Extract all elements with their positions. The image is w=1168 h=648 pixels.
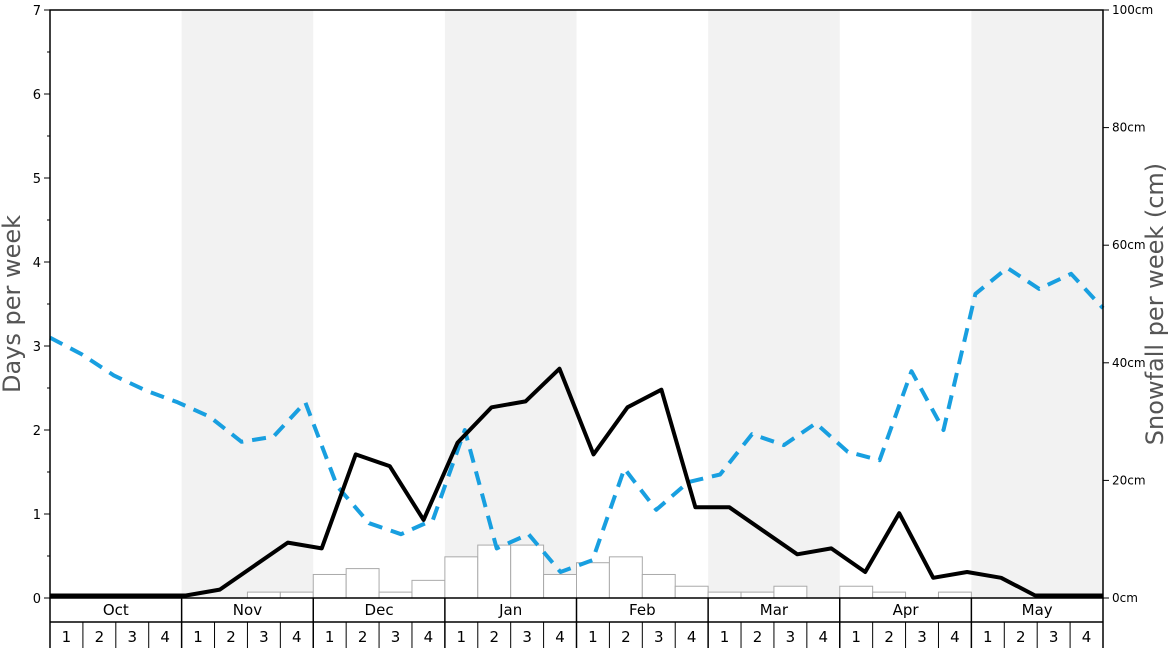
dashed-series-line	[49, 265, 1105, 574]
week-label: 2	[95, 628, 105, 646]
left-tick-label: 1	[33, 508, 41, 523]
left-tick-label: 5	[33, 172, 41, 187]
snowfall-bar	[444, 556, 479, 599]
snowfall-bar	[543, 573, 577, 599]
month-label: May	[1022, 601, 1053, 619]
right-tick-label: 20cm	[1112, 473, 1146, 487]
week-label: 4	[1082, 628, 1092, 646]
week-label: 4	[424, 628, 434, 646]
snowfall-bar	[641, 573, 676, 599]
month-label: Apr	[893, 601, 920, 619]
snowfall-bar	[707, 591, 742, 599]
week-label: 4	[292, 628, 302, 646]
month-label: Nov	[233, 601, 262, 619]
right-axis: 0cm 20cm 40cm 60cm 80cm 100cm	[1103, 3, 1153, 605]
week-label: 3	[522, 628, 532, 646]
week-label: 1	[325, 628, 335, 646]
left-axis: 0 1 2 3 4 5 6 7	[33, 4, 50, 607]
week-label: 4	[160, 628, 170, 646]
snowfall-bar	[411, 579, 446, 599]
left-tick-label: 2	[33, 424, 41, 439]
week-label: 4	[555, 628, 565, 646]
month-band	[444, 10, 577, 598]
snowfall-bar	[773, 585, 808, 599]
right-tick-label: 40cm	[1112, 356, 1146, 370]
snowfall-bar	[937, 591, 972, 599]
month-band	[708, 10, 840, 598]
week-label: 2	[884, 628, 894, 646]
month-label: Feb	[629, 601, 656, 619]
month-band	[181, 10, 314, 598]
week-label: 2	[1016, 628, 1026, 646]
snowfall-bar	[510, 544, 545, 599]
week-label: 3	[786, 628, 796, 646]
week-label: 3	[259, 628, 269, 646]
month-band	[971, 10, 1103, 598]
month-label: Mar	[760, 601, 789, 619]
left-tick-label: 4	[33, 256, 41, 271]
solid-series-line	[50, 366, 1103, 598]
week-label: 1	[720, 628, 730, 646]
right-tick-label: 80cm	[1112, 121, 1146, 135]
snowfall-bar	[839, 585, 874, 599]
right-tick-label: 100cm	[1112, 3, 1153, 17]
left-tick-label: 0	[33, 592, 41, 607]
week-label: 2	[358, 628, 368, 646]
week-label: 1	[588, 628, 598, 646]
snowfall-bar	[378, 591, 413, 599]
week-label: 2	[489, 628, 499, 646]
week-label: 3	[654, 628, 664, 646]
snowfall-bars	[246, 544, 972, 599]
week-label: 3	[391, 628, 401, 646]
week-label: 1	[851, 628, 861, 646]
right-tick-label: 0cm	[1112, 591, 1138, 605]
snowfall-bar	[246, 591, 281, 599]
right-tick-label: 60cm	[1112, 238, 1146, 252]
week-label: 3	[127, 628, 137, 646]
left-tick-label: 3	[33, 340, 41, 355]
snowfall-bar	[576, 562, 610, 599]
snowfall-bar	[312, 573, 347, 599]
series-lines	[49, 265, 1105, 598]
week-label: 1	[193, 628, 203, 646]
week-label: 4	[950, 628, 960, 646]
month-label: Dec	[365, 601, 394, 619]
left-axis-title: Days per week	[0, 215, 26, 393]
right-axis-title: Snowfall per week (cm)	[1141, 163, 1168, 445]
left-tick-label: 6	[33, 88, 41, 103]
week-label: 2	[753, 628, 763, 646]
month-label: Oct	[103, 601, 129, 619]
month-bands	[181, 10, 1103, 598]
left-tick-label: 7	[33, 4, 41, 19]
week-label: 3	[917, 628, 927, 646]
month-label: Jan	[498, 601, 522, 619]
snowfall-bar	[872, 591, 907, 599]
snowfall-bar	[477, 544, 512, 599]
week-label: 2	[621, 628, 631, 646]
week-label: 3	[1049, 628, 1059, 646]
week-label: 1	[62, 628, 72, 646]
snowfall-bar	[740, 591, 775, 599]
snowfall-bar	[345, 568, 380, 599]
week-label: 4	[819, 628, 829, 646]
snowfall-bar	[279, 591, 314, 599]
week-label: 1	[983, 628, 993, 646]
snowfall-bar	[608, 556, 643, 599]
snowfall-bar	[674, 585, 709, 599]
week-label: 1	[457, 628, 467, 646]
week-label: 2	[226, 628, 236, 646]
x-axis: Oct 1 2 3 4 Nov 1 2 3 4 Dec 1 2 3 4 Jan 1 2 3 4 Feb 1 2 3 4 Mar 1 2…	[49, 598, 1104, 648]
week-label: 4	[687, 628, 697, 646]
